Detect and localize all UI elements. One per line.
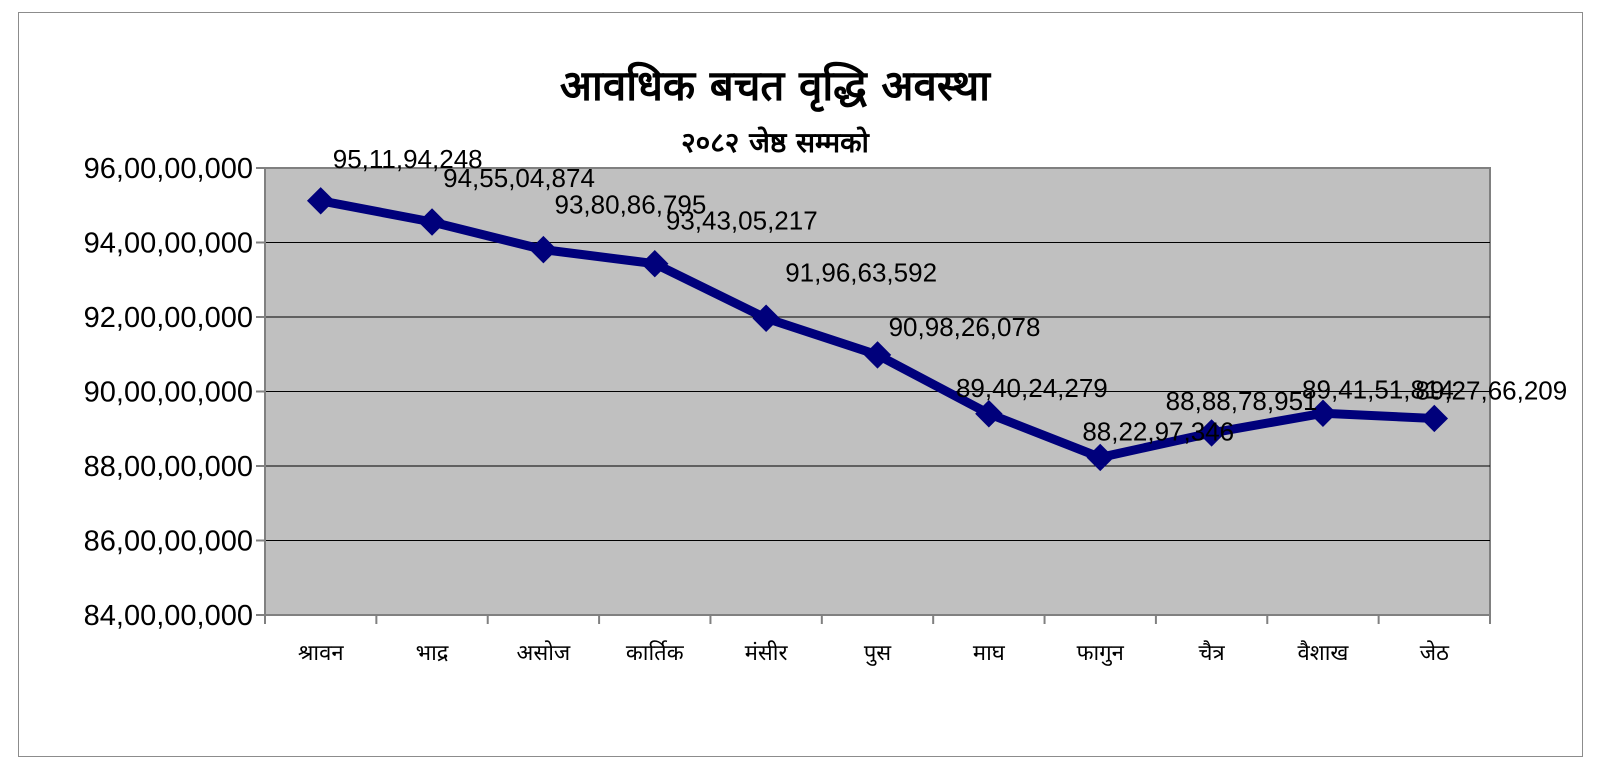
y-tick-label: 90,00,00,000	[84, 377, 253, 409]
x-tick-label: मंसीर	[745, 640, 789, 666]
data-label: 88,22,97,346	[1082, 416, 1234, 446]
chart-subtitle: २०८२ जेष्ठ सम्मको	[681, 126, 871, 159]
y-tick-label: 92,00,00,000	[84, 302, 253, 334]
y-tick-label: 84,00,00,000	[84, 600, 253, 632]
y-tick-label: 88,00,00,000	[84, 451, 253, 483]
y-tick-label: 96,00,00,000	[84, 153, 253, 185]
x-tick-label: वैशाख	[1298, 640, 1350, 666]
data-label: 94,55,04,874	[443, 163, 595, 193]
data-point-marker	[752, 304, 780, 332]
x-tick-label: फागुन	[1077, 641, 1125, 666]
x-tick-label: पुस	[864, 641, 892, 666]
x-tick-label: असोज	[517, 640, 571, 666]
axes	[256, 167, 1491, 624]
x-tick-label: चैत्र	[1199, 640, 1226, 666]
chart-title: आवधिक बचत वृद्धि अवस्था	[560, 61, 992, 112]
series-markers	[306, 187, 1449, 472]
data-point-marker	[975, 400, 1003, 428]
x-tick-label: श्रावन	[298, 641, 345, 666]
x-tick-label: जेठ	[1420, 640, 1450, 666]
data-point-marker	[1420, 404, 1449, 433]
data-point-marker	[1197, 419, 1226, 447]
data-label: 89,41,51,814	[1302, 374, 1454, 404]
data-labels: 95,11,94,24894,55,04,87493,80,86,79593,4…	[333, 144, 1567, 447]
x-tick-label: भाद्र	[416, 641, 449, 666]
data-point-marker	[529, 235, 558, 264]
data-point-marker	[306, 187, 335, 215]
data-label: 89,27,66,209	[1415, 375, 1567, 405]
x-tick-label: कार्तिक	[626, 640, 685, 666]
data-point-marker	[863, 341, 892, 369]
data-label: 93,43,05,217	[666, 206, 818, 236]
data-point-marker	[1086, 443, 1114, 472]
data-point-marker	[418, 208, 446, 236]
data-label: 93,80,86,795	[555, 190, 707, 220]
data-point-marker	[1309, 399, 1337, 427]
gridlines	[265, 242, 1490, 541]
data-label: 95,11,94,248	[333, 144, 483, 174]
x-tick-label: माघ	[973, 641, 1006, 666]
data-label: 88,88,78,951	[1166, 386, 1318, 416]
x-axis-ticks: श्रावन भाद्र असोज कार्तिक मंसीर पुस माघ फागुन चै…	[298, 640, 1450, 666]
y-tick-label: 86,00,00,000	[84, 526, 253, 558]
data-label: 90,98,26,078	[889, 312, 1041, 342]
y-axis-ticks: 96,00,00,000 94,00,00,000 92,00,00,000 90,0…	[84, 153, 253, 632]
data-label: 91,96,63,592	[785, 257, 937, 287]
data-label: 89,40,24,279	[956, 373, 1108, 403]
y-tick-label: 94,00,00,000	[84, 228, 253, 260]
data-point-marker	[641, 250, 669, 278]
